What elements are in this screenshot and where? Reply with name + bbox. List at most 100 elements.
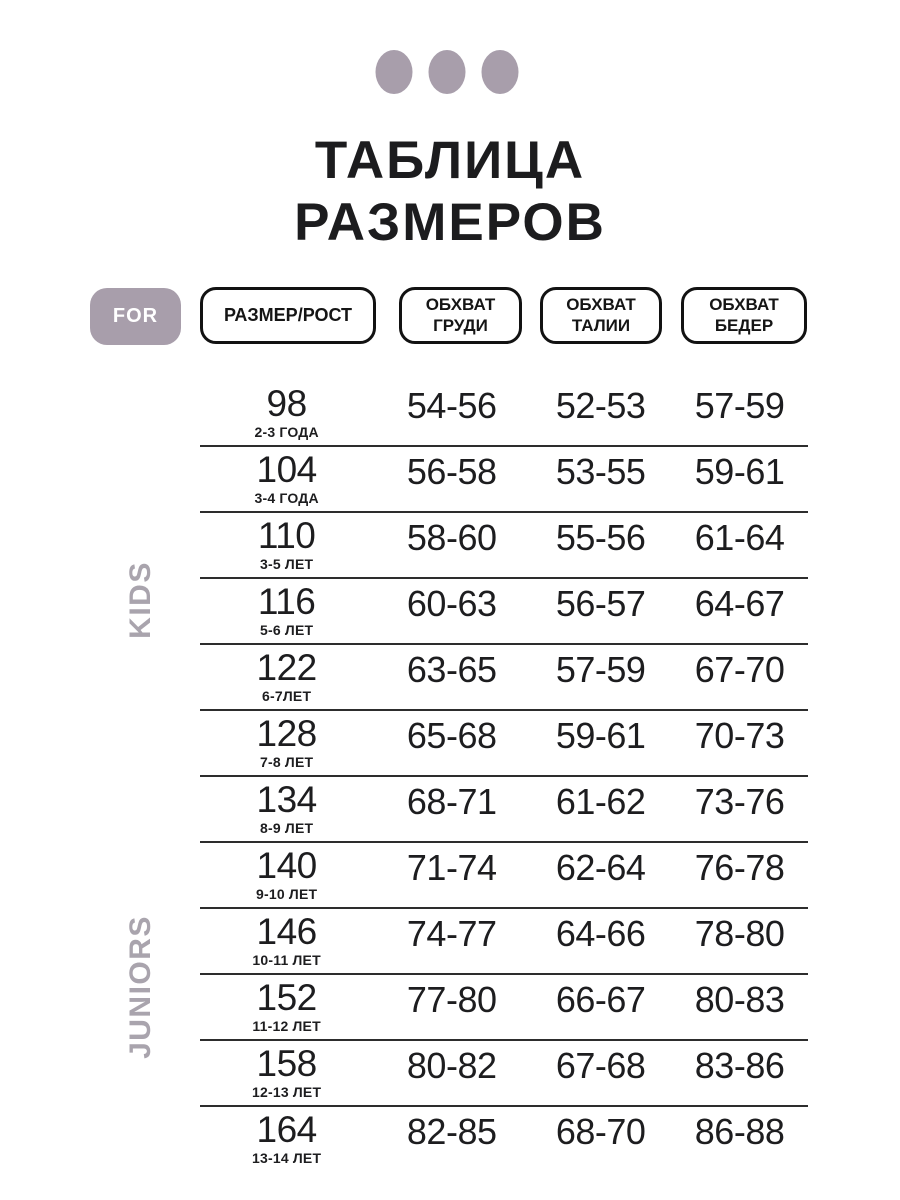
hips-value: 61-64 (694, 517, 785, 558)
hips-value: 78-80 (694, 913, 785, 954)
table-row: 164 13-14 ЛЕТ 82-85 68-70 86-88 (200, 1107, 808, 1171)
size-cell: 140 9-10 ЛЕТ (200, 843, 373, 907)
waist-value: 56-57 (555, 583, 646, 624)
age-range: 13-14 ЛЕТ (252, 1150, 322, 1166)
for-badge: FOR (90, 288, 181, 345)
column-header-chest: ОБХВАТ ГРУДИ (399, 287, 522, 344)
waist-value: 61-62 (555, 781, 646, 822)
hips-value: 80-83 (694, 979, 785, 1020)
dot-icon (375, 50, 413, 94)
dot-icon (428, 50, 466, 94)
size-cell: 122 6-7ЛЕТ (200, 645, 373, 709)
size-cell: 104 3-4 ГОДА (200, 447, 373, 511)
dot-icon (481, 50, 519, 94)
waist-value: 66-67 (555, 979, 646, 1020)
waist-value: 64-66 (555, 913, 646, 954)
chest-value: 82-85 (406, 1111, 497, 1152)
chest-value: 71-74 (406, 847, 497, 888)
size-value: 116 (257, 581, 316, 622)
waist-value: 53-55 (555, 451, 646, 492)
size-cell: 116 5-6 ЛЕТ (200, 579, 373, 643)
hips-value: 67-70 (694, 649, 785, 690)
chest-value: 63-65 (406, 649, 497, 690)
size-value: 152 (256, 977, 318, 1018)
size-cell: 146 10-11 ЛЕТ (200, 909, 373, 973)
chest-value: 58-60 (406, 517, 497, 558)
table-row: 128 7-8 ЛЕТ 65-68 59-61 70-73 (200, 711, 808, 777)
chest-value: 74-77 (406, 913, 497, 954)
hips-value: 57-59 (694, 385, 785, 426)
chest-value: 77-80 (406, 979, 497, 1020)
size-value: 128 (256, 713, 318, 754)
chest-value: 68-71 (406, 781, 497, 822)
table-row: 98 2-3 ГОДА 54-56 52-53 57-59 (200, 381, 808, 447)
table-row: 134 8-9 ЛЕТ 68-71 61-62 73-76 (200, 777, 808, 843)
table-row: 146 10-11 ЛЕТ 74-77 64-66 78-80 (200, 909, 808, 975)
age-range: 2-3 ГОДА (254, 424, 319, 440)
chest-value: 56-58 (406, 451, 497, 492)
size-value: 122 (256, 647, 318, 688)
page-title: ТАБЛИЦА РАЗМЕРОВ (0, 130, 900, 254)
size-table-body: 98 2-3 ГОДА 54-56 52-53 57-59 104 3-4 ГО… (200, 381, 808, 1171)
size-cell: 152 11-12 ЛЕТ (200, 975, 373, 1039)
size-cell: 128 7-8 ЛЕТ (200, 711, 373, 775)
size-cell: 110 3-5 ЛЕТ (200, 513, 373, 577)
table-row: 158 12-13 ЛЕТ 80-82 67-68 83-86 (200, 1041, 808, 1107)
hips-value: 70-73 (694, 715, 785, 756)
age-range: 6-7ЛЕТ (262, 688, 312, 704)
hips-value: 76-78 (694, 847, 785, 888)
age-range: 11-12 ЛЕТ (252, 1018, 321, 1034)
size-value: 98 (266, 383, 308, 424)
table-row: 140 9-10 ЛЕТ 71-74 62-64 76-78 (200, 843, 808, 909)
waist-value: 68-70 (555, 1111, 646, 1152)
table-row: 104 3-4 ГОДА 56-58 53-55 59-61 (200, 447, 808, 513)
size-value: 140 (256, 845, 318, 886)
table-row: 110 3-5 ЛЕТ 58-60 55-56 61-64 (200, 513, 808, 579)
chest-value: 65-68 (406, 715, 497, 756)
age-range: 12-13 ЛЕТ (252, 1084, 322, 1100)
hips-value: 86-88 (694, 1111, 785, 1152)
size-cell: 134 8-9 ЛЕТ (200, 777, 373, 841)
waist-value: 57-59 (555, 649, 646, 690)
waist-value: 59-61 (555, 715, 646, 756)
table-row: 116 5-6 ЛЕТ 60-63 56-57 64-67 (200, 579, 808, 645)
chest-value: 54-56 (406, 385, 497, 426)
age-range: 7-8 ЛЕТ (260, 754, 314, 770)
size-cell: 98 2-3 ГОДА (200, 381, 373, 445)
chest-value: 60-63 (406, 583, 497, 624)
hips-value: 59-61 (694, 451, 785, 492)
column-header-size: РАЗМЕР/РОСТ (200, 287, 376, 344)
hips-value: 83-86 (694, 1045, 785, 1086)
chest-value: 80-82 (406, 1045, 497, 1086)
hips-value: 73-76 (694, 781, 785, 822)
age-range: 10-11 ЛЕТ (252, 952, 321, 968)
column-header-waist: ОБХВАТ ТАЛИИ (540, 287, 662, 344)
page-title-line2: РАЗМЕРОВ (294, 193, 606, 252)
size-cell: 158 12-13 ЛЕТ (200, 1041, 373, 1105)
waist-value: 52-53 (555, 385, 646, 426)
size-cell: 164 13-14 ЛЕТ (200, 1107, 373, 1171)
age-range: 3-5 ЛЕТ (260, 556, 314, 572)
group-label-kids: KIDS (124, 561, 157, 639)
column-header-hips: ОБХВАТ БЕДЕР (681, 287, 807, 344)
age-range: 5-6 ЛЕТ (260, 622, 314, 638)
age-range: 9-10 ЛЕТ (256, 886, 318, 902)
three-dots-icon (375, 50, 519, 94)
table-row: 152 11-12 ЛЕТ 77-80 66-67 80-83 (200, 975, 808, 1041)
size-value: 164 (256, 1109, 318, 1150)
group-label-juniors: JUNIORS (124, 915, 157, 1059)
age-range: 8-9 ЛЕТ (260, 820, 314, 836)
age-range: 3-4 ГОДА (254, 490, 319, 506)
size-value: 104 (256, 449, 318, 490)
waist-value: 62-64 (555, 847, 646, 888)
page-title-line1: ТАБЛИЦА (314, 131, 586, 190)
size-value: 134 (256, 779, 318, 820)
size-value: 158 (256, 1043, 318, 1084)
size-value: 146 (256, 911, 318, 952)
waist-value: 67-68 (555, 1045, 646, 1086)
hips-value: 64-67 (694, 583, 785, 624)
size-value: 110 (257, 515, 316, 556)
table-row: 122 6-7ЛЕТ 63-65 57-59 67-70 (200, 645, 808, 711)
waist-value: 55-56 (555, 517, 646, 558)
